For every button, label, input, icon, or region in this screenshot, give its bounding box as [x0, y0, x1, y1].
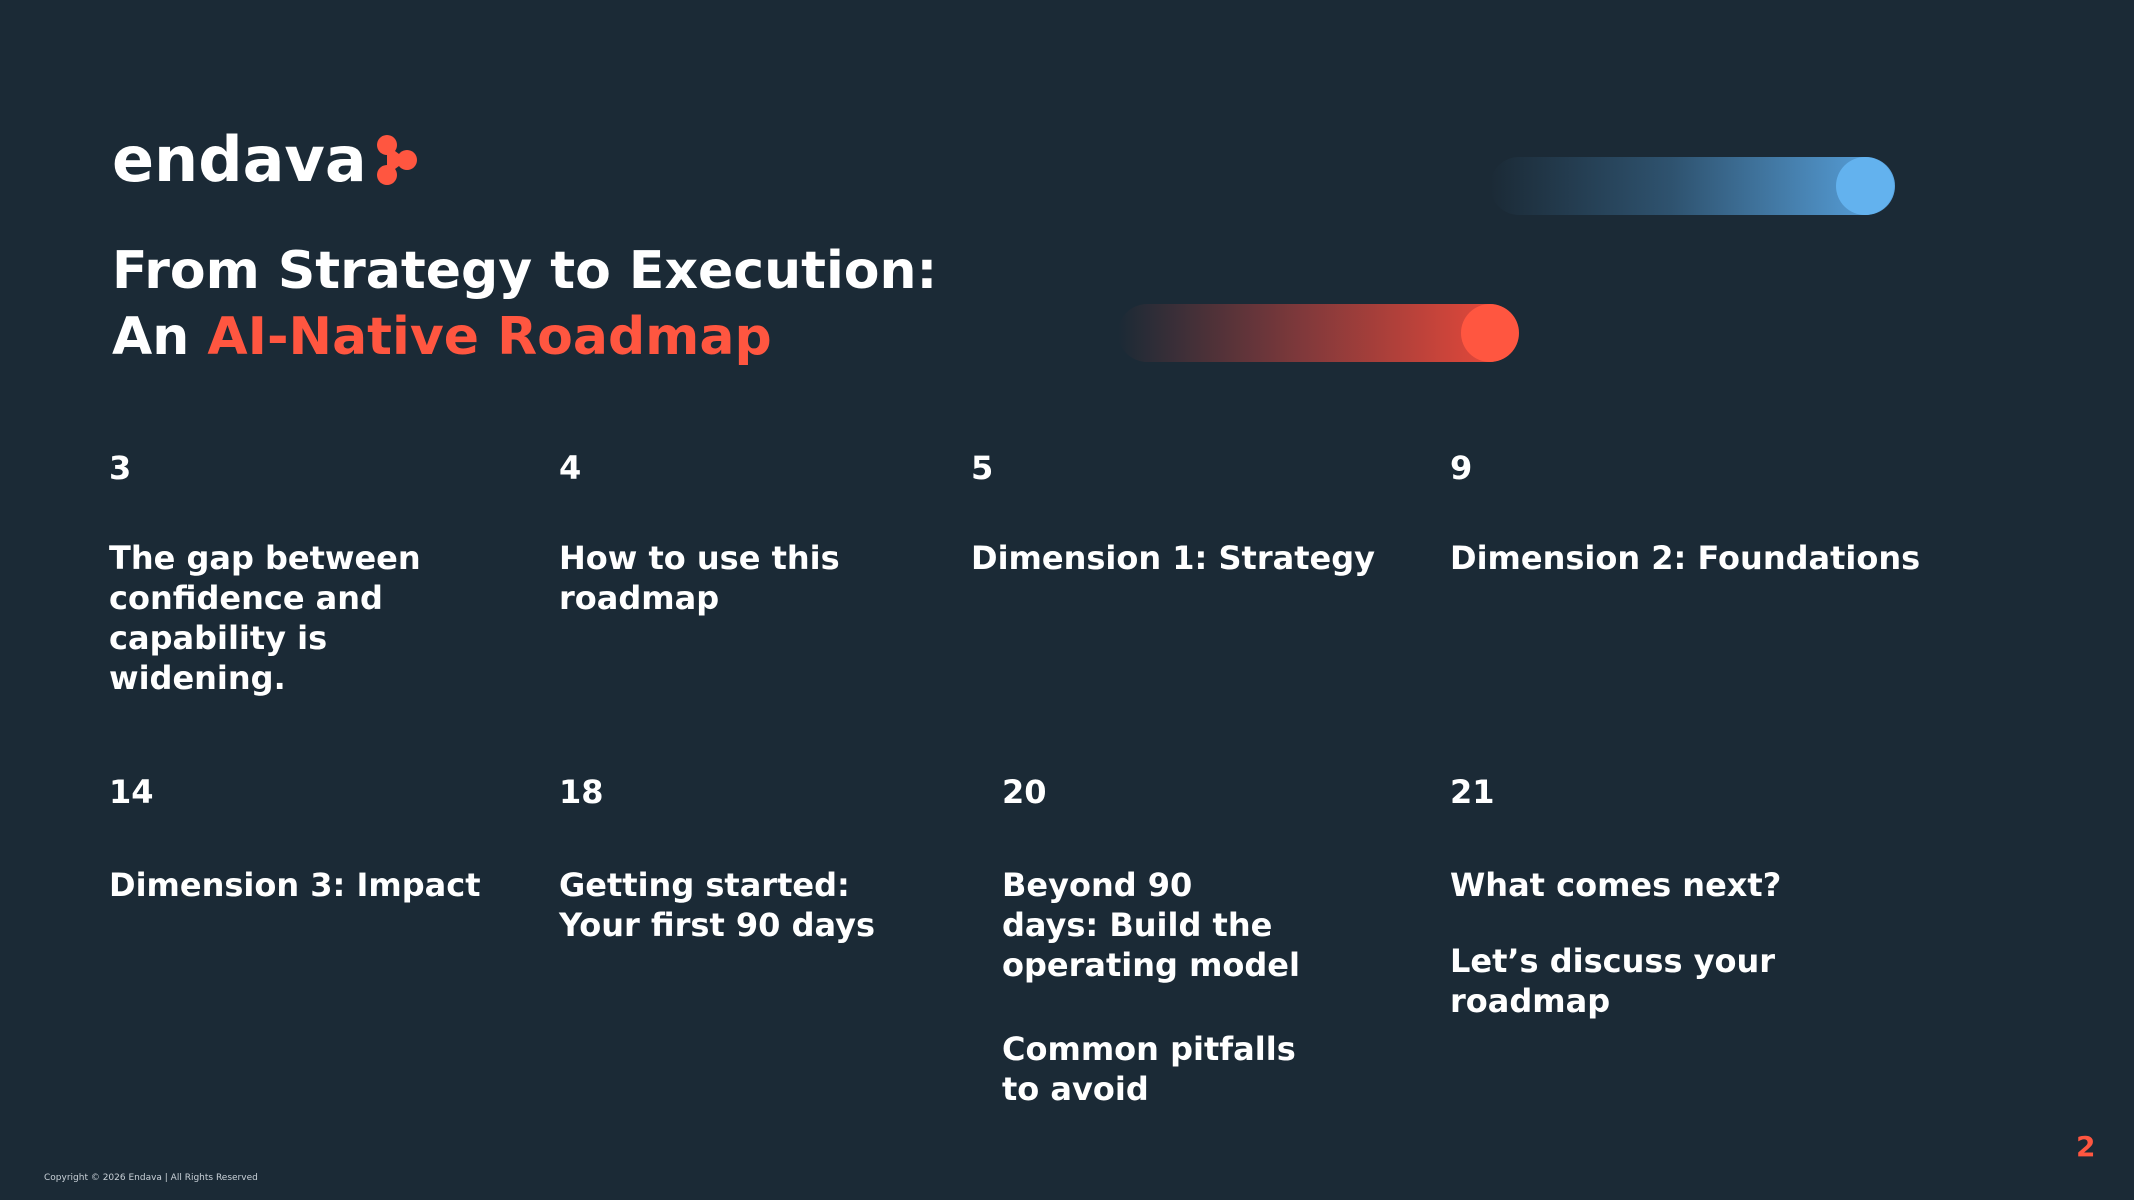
decorative-red-pill [1118, 304, 1518, 362]
toc-entry-line: widening. [109, 659, 286, 697]
toc-entry-subtitle[interactable]: Let’s discuss your roadmap [1450, 941, 1775, 1021]
toc-entry-line: roadmap [1450, 982, 1611, 1020]
toc-entry-line: Let’s discuss your [1450, 942, 1776, 980]
toc-entry-line: Beyond 90 [1002, 866, 1193, 904]
toc-page-number[interactable]: 9 [1450, 449, 1473, 487]
toc-entry-line: Common pitfalls [1002, 1030, 1296, 1068]
toc-page-number[interactable]: 20 [1002, 773, 1047, 811]
logo-wordmark: endava [112, 123, 367, 196]
toc-page-number[interactable]: 18 [559, 773, 604, 811]
toc-entry-line: The gap between [109, 539, 421, 577]
toc-entry-line: days: Build the [1002, 906, 1273, 944]
title-line-2-accent: AI-Native Roadmap [207, 307, 772, 367]
title-line-1: From Strategy to Execution: [112, 241, 938, 301]
toc-page-number[interactable]: 3 [109, 449, 132, 487]
toc-entry-subtitle[interactable]: Common pitfalls to avoid [1002, 1029, 1296, 1109]
toc-entry-title[interactable]: Dimension 2: Foundations [1450, 538, 1920, 578]
toc-entry-line: roadmap [559, 579, 720, 617]
toc-entry-line: confidence and [109, 579, 383, 617]
toc-entry-title[interactable]: How to use this roadmap [559, 538, 840, 618]
decorative-blue-pill-cap [1836, 157, 1894, 215]
endava-mark-icon [376, 135, 417, 185]
toc-entry-title[interactable]: Getting started: Your first 90 days [559, 865, 875, 945]
title-line-2: An AI-Native Roadmap [112, 304, 937, 370]
toc-entry-line: Dimension 2: Foundations [1450, 539, 1921, 577]
toc-entry-line: How to use this [559, 539, 840, 577]
toc-page-number[interactable]: 14 [109, 773, 154, 811]
title-line-2-prefix: An [112, 307, 208, 367]
toc-entry-title[interactable]: Dimension 1: Strategy [971, 538, 1375, 578]
decorative-red-pill-cap [1461, 304, 1519, 362]
toc-entry-line: Dimension 3: Impact [109, 866, 481, 904]
toc-entry-title[interactable]: Beyond 90 days: Build the operating mode… [1002, 865, 1300, 985]
copyright-notice: Copyright © 2026 Endava | All Rights Res… [44, 1173, 258, 1183]
toc-entry-title[interactable]: Dimension 3: Impact [109, 865, 481, 905]
decorative-blue-pill [1490, 157, 1895, 215]
toc-entry-line: to avoid [1002, 1070, 1149, 1108]
toc-page-number[interactable]: 5 [971, 449, 994, 487]
toc-entry-line: capability is [109, 619, 328, 657]
toc-entry-line: Dimension 1: Strategy [971, 539, 1375, 577]
toc-entry-line: Your first 90 days [559, 906, 875, 944]
toc-entry-line: Getting started: [559, 866, 850, 904]
page-number: 2 [2076, 1130, 2096, 1163]
toc-entry-title[interactable]: The gap between confidence and capabilit… [109, 538, 421, 698]
toc-entry-line: operating model [1002, 946, 1300, 984]
toc-page-number[interactable]: 21 [1450, 773, 1495, 811]
toc-entry-line: What comes next? [1450, 866, 1782, 904]
toc-entry-title[interactable]: What comes next? [1450, 865, 1781, 905]
toc-page-number[interactable]: 4 [559, 449, 582, 487]
endava-logo: endava [112, 122, 419, 198]
page-title: From Strategy to Execution: An AI-Native… [112, 238, 937, 370]
